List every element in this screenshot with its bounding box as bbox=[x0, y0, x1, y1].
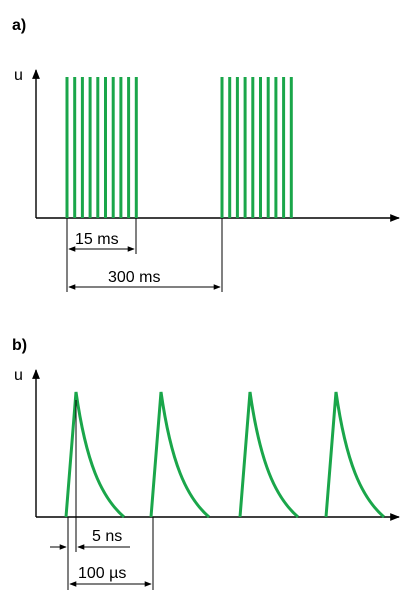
panel-a: a) u 15 ms 300 ms bbox=[12, 17, 400, 292]
panel-a-dim-label-15ms: 15 ms bbox=[75, 231, 119, 248]
panel-b-dim-label-5ns: 5 ns bbox=[92, 528, 122, 545]
panel-a-u-axis-label: u bbox=[14, 67, 23, 84]
panel-b-pulse-4 bbox=[324, 391, 385, 519]
panel-b-pulse-train bbox=[64, 391, 385, 519]
panel-b-u-axis-label: u bbox=[14, 367, 23, 384]
panel-b-dim-label-100us: 100 µs bbox=[78, 565, 126, 582]
panel-b-pulse-2 bbox=[149, 391, 210, 519]
panel-a-burst-1 bbox=[65, 77, 138, 218]
panel-b-label: b) bbox=[12, 337, 27, 354]
panel-a-label: a) bbox=[12, 17, 26, 34]
panel-a-dim-label-300ms: 300 ms bbox=[108, 269, 160, 286]
panel-b-pulse-3 bbox=[238, 391, 299, 519]
panel-b-pulse-1 bbox=[64, 391, 125, 519]
panel-a-burst-2 bbox=[220, 77, 293, 218]
panel-b: b) u 5 ns 100 µs bbox=[12, 337, 400, 590]
